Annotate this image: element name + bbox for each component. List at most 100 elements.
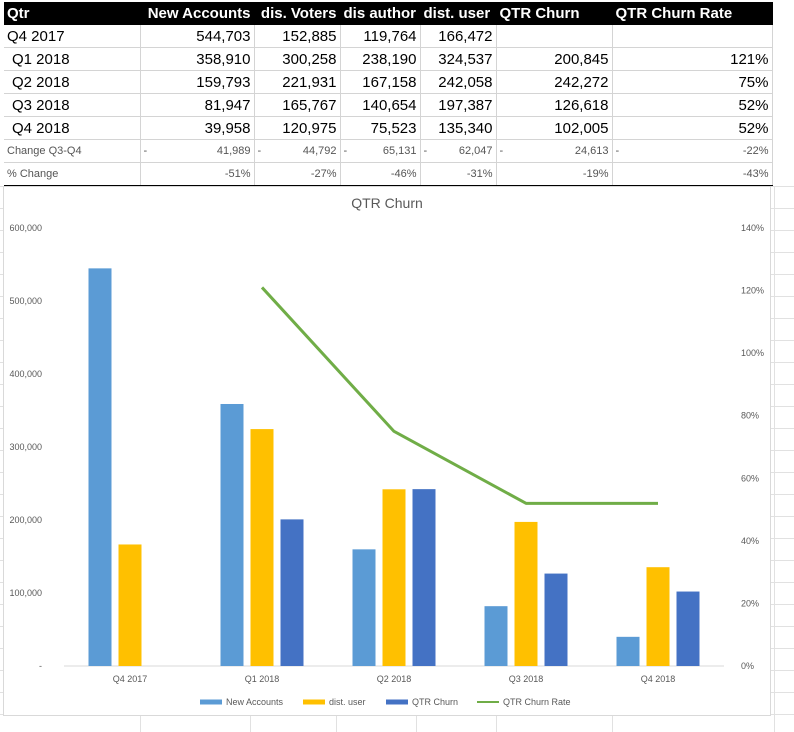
y-tick-label: 400,000 — [9, 369, 42, 379]
value-cell[interactable]: -51% — [140, 162, 255, 186]
y2-tick-label: 120% — [741, 286, 764, 296]
row-label-cell[interactable]: Q4 2017 — [4, 24, 141, 48]
value-cell[interactable]: 52% — [612, 93, 773, 117]
header-cell[interactable]: dist. user — [420, 2, 497, 25]
chart-title: QTR Churn — [351, 195, 423, 211]
value-cell[interactable]: -19% — [496, 162, 613, 186]
value-cell[interactable]: -27% — [254, 162, 341, 186]
bar-qtr-churn — [544, 573, 568, 666]
legend-swatch — [303, 699, 325, 705]
bar-dist-user — [118, 544, 142, 666]
value-cell[interactable]: - -22% — [612, 139, 773, 163]
value-cell[interactable]: 238,190 — [340, 47, 421, 71]
value-cell[interactable]: 52% — [612, 116, 773, 140]
bar-dist-user — [514, 521, 538, 666]
value-cell[interactable]: -46% — [340, 162, 421, 186]
value-cell[interactable]: 39,958 — [140, 116, 255, 140]
x-tick-label: Q4 2018 — [641, 674, 676, 684]
value-cell[interactable]: 221,931 — [254, 70, 341, 94]
row-label-cell[interactable]: Q1 2018 — [4, 47, 141, 71]
accounting-dash: - — [143, 145, 148, 157]
table-row: Q1 2018 358,910 300,258 238,190 324,537 200,8… — [4, 47, 773, 71]
header-cell[interactable]: Qtr — [4, 2, 141, 25]
value-cell[interactable]: 152,885 — [254, 24, 341, 48]
bar-qtr-churn — [412, 489, 436, 666]
value-cell[interactable]: -43% — [612, 162, 773, 186]
y2-tick-label: 20% — [741, 598, 759, 608]
x-tick-label: Q2 2018 — [377, 674, 412, 684]
table-row: Q2 2018 159,793 221,931 167,158 242,058 242,2… — [4, 70, 773, 94]
value-cell[interactable]: - 24,613 — [496, 139, 613, 163]
y2-tick-label: 60% — [741, 473, 759, 483]
bar-new-accounts — [484, 606, 508, 666]
value-cell[interactable]: 75% — [612, 70, 773, 94]
header-cell[interactable]: dis. Voters — [254, 2, 341, 25]
value-cell[interactable]: 324,537 — [420, 47, 497, 71]
row-label-cell[interactable]: Q3 2018 — [4, 93, 141, 117]
value-cell[interactable]: 159,793 — [140, 70, 255, 94]
value-cell[interactable]: 81,947 — [140, 93, 255, 117]
legend-swatch — [477, 701, 499, 703]
value-cell[interactable]: 200,845 — [496, 47, 613, 71]
legend-label: New Accounts — [226, 697, 284, 707]
value-cell[interactable]: 544,703 — [140, 24, 255, 48]
row-label-cell[interactable]: % Change — [4, 162, 141, 186]
y-tick-label: 500,000 — [9, 296, 42, 306]
value-cell[interactable]: 165,767 — [254, 93, 341, 117]
value-cell[interactable]: 121% — [612, 47, 773, 71]
value-cell[interactable]: 102,005 — [496, 116, 613, 140]
legend-swatch — [200, 699, 222, 705]
value-cell[interactable]: 166,472 — [420, 24, 497, 48]
bar-qtr-churn — [676, 591, 700, 666]
value-cell[interactable]: 300,258 — [254, 47, 341, 71]
change-row: Change Q3-Q4-41,989-44,792-65,131-62,047… — [4, 139, 773, 163]
bar-new-accounts — [88, 268, 112, 666]
y2-tick-label: 40% — [741, 536, 759, 546]
header-cell[interactable]: QTR Churn — [496, 2, 613, 25]
data-table: Qtr New Accounts dis. Voters dis author … — [4, 2, 773, 186]
legend-label: QTR Churn — [412, 697, 458, 707]
value-cell[interactable]: 75,523 — [340, 116, 421, 140]
row-label-cell[interactable]: Q4 2018 — [4, 116, 141, 140]
table-row: Q4 2018 39,958 120,975 75,523 135,340 102,005… — [4, 116, 773, 140]
value-cell[interactable] — [496, 24, 613, 48]
y2-tick-label: 100% — [741, 348, 764, 358]
value-cell[interactable]: 197,387 — [420, 93, 497, 117]
value-cell[interactable]: 167,158 — [340, 70, 421, 94]
cell-value: 62,047 — [458, 145, 493, 157]
value-cell[interactable]: 242,058 — [420, 70, 497, 94]
table-row: Q3 2018 81,947 165,767 140,654 197,387 126,61… — [4, 93, 773, 117]
row-label-cell[interactable]: Q2 2018 — [4, 70, 141, 94]
value-cell[interactable]: 135,340 — [420, 116, 497, 140]
value-cell[interactable]: - 65,131 — [340, 139, 421, 163]
legend-label: QTR Churn Rate — [503, 697, 571, 707]
x-tick-label: Q4 2017 — [113, 674, 148, 684]
value-cell[interactable]: 242,272 — [496, 70, 613, 94]
accounting-dash: - — [257, 145, 262, 157]
value-cell[interactable]: - 44,792 — [254, 139, 341, 163]
value-cell[interactable]: - 62,047 — [420, 139, 497, 163]
accounting-dash: - — [499, 145, 504, 157]
legend-swatch — [386, 699, 408, 705]
value-cell[interactable]: 120,975 — [254, 116, 341, 140]
cell-value: 24,613 — [574, 145, 609, 157]
y-tick-label: 200,000 — [9, 515, 42, 525]
table-header-row: Qtr New Accounts dis. Voters dis author … — [4, 2, 773, 25]
y2-tick-label: 140% — [741, 223, 764, 233]
value-cell[interactable]: - 41,989 — [140, 139, 255, 163]
value-cell[interactable]: 119,764 — [340, 24, 421, 48]
bar-dist-user — [382, 489, 406, 666]
value-cell[interactable]: 140,654 — [340, 93, 421, 117]
value-cell[interactable]: -31% — [420, 162, 497, 186]
churn-chart[interactable]: QTR Churn - 100,000 200,000 300,000 400,000 50… — [3, 186, 771, 716]
header-cell[interactable]: QTR Churn Rate — [612, 2, 773, 25]
value-cell[interactable]: 126,618 — [496, 93, 613, 117]
cell-value: 44,792 — [302, 145, 337, 157]
value-cell[interactable] — [612, 24, 773, 48]
row-label-cell[interactable]: Change Q3-Q4 — [4, 139, 141, 163]
header-cell[interactable]: New Accounts — [140, 2, 255, 25]
header-cell[interactable]: dis author — [340, 2, 421, 25]
value-cell[interactable]: 358,910 — [140, 47, 255, 71]
bar-dist-user — [250, 429, 274, 666]
y-tick-label: - — [39, 661, 42, 671]
